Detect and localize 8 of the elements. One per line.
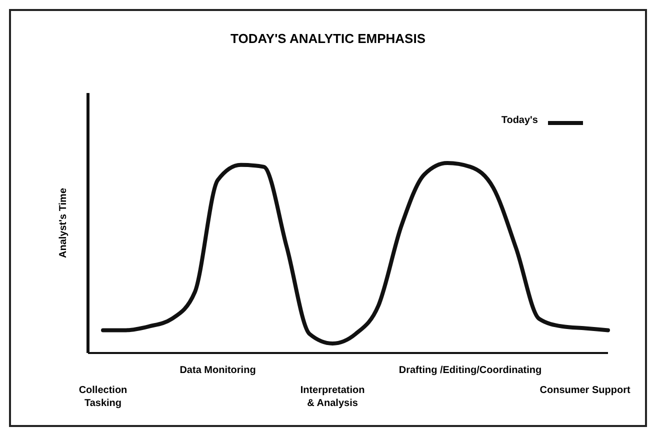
legend-label: Today's <box>501 115 538 126</box>
x-tick-label: Consumer Support <box>540 385 631 396</box>
x-tick-label: Interpretation & Analysis <box>300 385 365 409</box>
chart-title: TODAY'S ANALYTIC EMPHASIS <box>230 31 426 46</box>
x-tick-label: Drafting /Editing/Coordinating <box>398 365 542 376</box>
x-tick-label: Data Monitoring <box>180 365 256 376</box>
y-axis-title: Analyst's Time <box>58 188 69 258</box>
x-tick-label: Collection Tasking <box>78 385 128 409</box>
